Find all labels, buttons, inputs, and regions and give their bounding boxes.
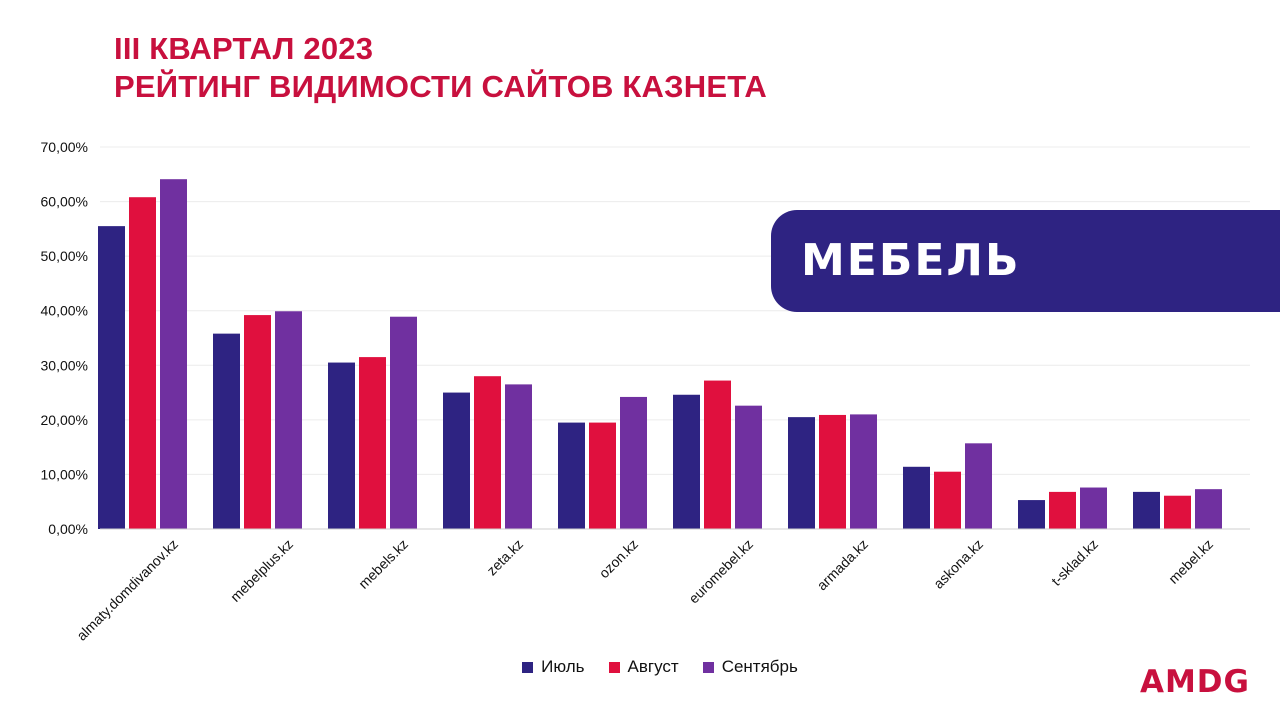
bar-mebels.kz-Июль <box>328 362 355 529</box>
x-category-label: almaty.domdivanov.kz <box>73 536 181 644</box>
title-line-1: III КВАРТАЛ 2023 <box>114 31 374 66</box>
x-axis-labels: almaty.domdivanov.kz mebelplus.kz mebels.k… <box>73 536 1216 644</box>
x-category-label: ozon.kz <box>596 536 641 581</box>
bar-askona.kz-Август <box>934 471 961 529</box>
legend-label: Август <box>627 657 679 676</box>
page-title: III КВАРТАЛ 2023 РЕЙТИНГ ВИДИМОСТИ САЙТО… <box>114 30 767 106</box>
y-tick-label: 70,00% <box>41 139 88 155</box>
legend-swatch <box>608 661 620 673</box>
bar-almaty.domdivanov.kz-Сентябрь <box>160 179 187 529</box>
y-tick-label: 20,00% <box>41 412 88 428</box>
bar-euromebel.kz-Сентябрь <box>735 405 762 529</box>
bar-armada.kz-Сентябрь <box>850 414 877 529</box>
bar-mebelplus.kz-Сентябрь <box>275 311 302 529</box>
legend-item: Июль <box>522 657 585 677</box>
bar-mebel.kz-Сентябрь <box>1195 489 1222 529</box>
title-line-2: РЕЙТИНГ ВИДИМОСТИ САЙТОВ КАЗНЕТА <box>114 69 767 104</box>
x-category-label: euromebel.kz <box>685 536 756 607</box>
bars <box>98 179 1222 529</box>
bar-euromebel.kz-Август <box>704 380 731 529</box>
bar-mebel.kz-Август <box>1164 495 1191 529</box>
legend-label: Сентябрь <box>721 657 798 676</box>
bar-zeta.kz-Август <box>474 376 501 529</box>
x-category-label: armada.kz <box>814 536 872 594</box>
bar-mebelplus.kz-Август <box>244 315 271 529</box>
legend-item: Август <box>608 657 679 677</box>
y-axis-ticks: 0,00% 10,00% 20,00% 30,00% 40,00% 50,00% 60,00… <box>41 139 88 537</box>
bar-ozon.kz-Август <box>589 422 616 529</box>
bar-t-sklad.kz-Август <box>1049 491 1076 529</box>
legend-item: Сентябрь <box>702 657 798 677</box>
bar-ozon.kz-Июль <box>558 422 585 529</box>
category-banner: МЕБЕЛЬ <box>771 210 1280 312</box>
bar-askona.kz-Сентябрь <box>965 443 992 529</box>
y-tick-label: 40,00% <box>41 303 88 319</box>
bar-mebels.kz-Август <box>359 357 386 529</box>
bar-ozon.kz-Сентябрь <box>620 396 647 529</box>
bar-zeta.kz-Сентябрь <box>505 384 532 529</box>
bar-mebelplus.kz-Июль <box>213 333 240 529</box>
chart-legend: Июль Август Сентябрь <box>0 657 1280 677</box>
bar-mebels.kz-Сентябрь <box>390 316 417 529</box>
bar-zeta.kz-Июль <box>443 392 470 529</box>
bar-almaty.domdivanov.kz-Июль <box>98 226 125 529</box>
legend-swatch <box>522 661 534 673</box>
bar-almaty.domdivanov.kz-Август <box>129 197 156 529</box>
legend-swatch <box>702 661 714 673</box>
bar-armada.kz-Август <box>819 414 846 529</box>
amdg-logo: AMDG <box>1139 664 1250 700</box>
bar-armada.kz-Июль <box>788 417 815 529</box>
bar-t-sklad.kz-Июль <box>1018 500 1045 529</box>
y-tick-label: 50,00% <box>41 248 88 264</box>
x-category-label: mebel.kz <box>1165 536 1216 587</box>
y-tick-label: 10,00% <box>41 466 88 482</box>
category-banner-text: МЕБЕЛЬ <box>801 235 1021 286</box>
y-tick-label: 60,00% <box>41 194 88 210</box>
x-category-label: mebels.kz <box>355 536 411 592</box>
bar-t-sklad.kz-Сентябрь <box>1080 487 1107 529</box>
bar-mebel.kz-Июль <box>1133 491 1160 529</box>
x-category-label: askona.kz <box>930 536 986 592</box>
bar-euromebel.kz-Июль <box>673 394 700 529</box>
x-category-label: t-sklad.kz <box>1048 536 1101 589</box>
y-tick-label: 0,00% <box>48 521 88 537</box>
x-category-label: mebelplus.kz <box>227 536 296 605</box>
bar-askona.kz-Июль <box>903 466 930 529</box>
legend-label: Июль <box>541 657 585 676</box>
y-tick-label: 30,00% <box>41 357 88 373</box>
x-category-label: zeta.kz <box>483 536 526 579</box>
